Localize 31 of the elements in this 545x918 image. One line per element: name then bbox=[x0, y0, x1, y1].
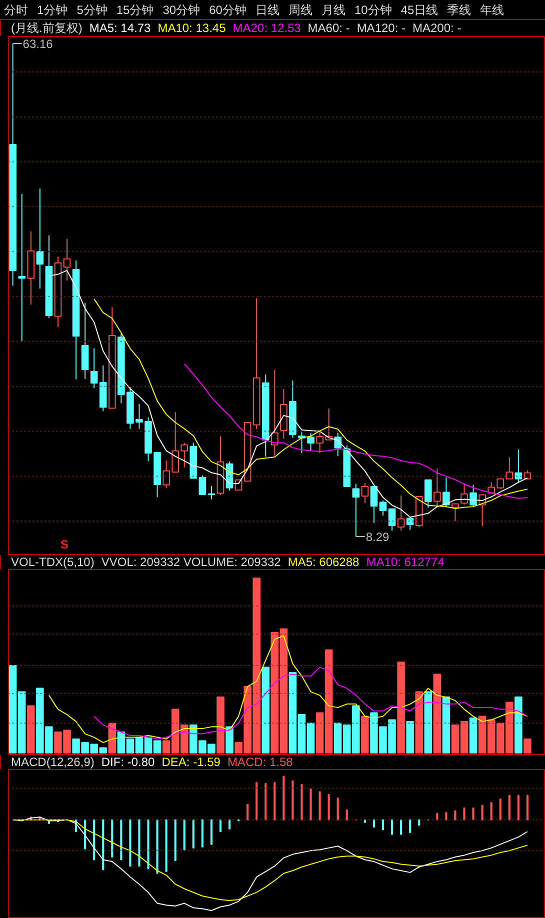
text: 季线 bbox=[447, 3, 472, 17]
text: MA200: - bbox=[412, 21, 462, 35]
text: 10分钟 bbox=[354, 3, 392, 17]
annotation: 63.16 bbox=[22, 37, 54, 51]
annotation: 8.29 bbox=[366, 530, 390, 544]
text: MA10: 612774 bbox=[366, 555, 444, 569]
text: MA20: 12.53 bbox=[232, 21, 301, 35]
text: 日线 bbox=[255, 3, 280, 17]
text: 月线 bbox=[321, 3, 346, 17]
text: MA10: 13.45 bbox=[158, 21, 226, 35]
series-label: MACD: 1.58 bbox=[227, 755, 293, 769]
text: 5分钟 bbox=[76, 3, 108, 17]
chart-title: (月线.前复权) bbox=[11, 21, 82, 35]
text: 15分钟 bbox=[116, 3, 154, 17]
text: MA120: - bbox=[356, 21, 406, 35]
text: MA60: - bbox=[308, 21, 350, 35]
chart-title: MACD(12,26,9) bbox=[11, 755, 94, 769]
text: MA5: 14.73 bbox=[89, 21, 151, 35]
text: 30分钟 bbox=[162, 3, 200, 17]
text: 周线 bbox=[288, 3, 312, 17]
text: 45日线 bbox=[400, 3, 438, 17]
text: MA5: 606288 bbox=[288, 555, 360, 569]
text: 1分钟 bbox=[37, 3, 68, 17]
text: 年线 bbox=[480, 3, 504, 17]
chart-subtitle: VVOL: 209332 VOLUME: 209332 bbox=[101, 555, 281, 569]
text: 分时 bbox=[4, 3, 28, 17]
text: DEA: -1.59 bbox=[162, 755, 220, 769]
text: DIF: -0.80 bbox=[101, 755, 155, 769]
chart-title: VOL-TDX(5,10) bbox=[11, 555, 94, 569]
text: S bbox=[60, 538, 69, 552]
text: 60分钟 bbox=[209, 3, 246, 17]
